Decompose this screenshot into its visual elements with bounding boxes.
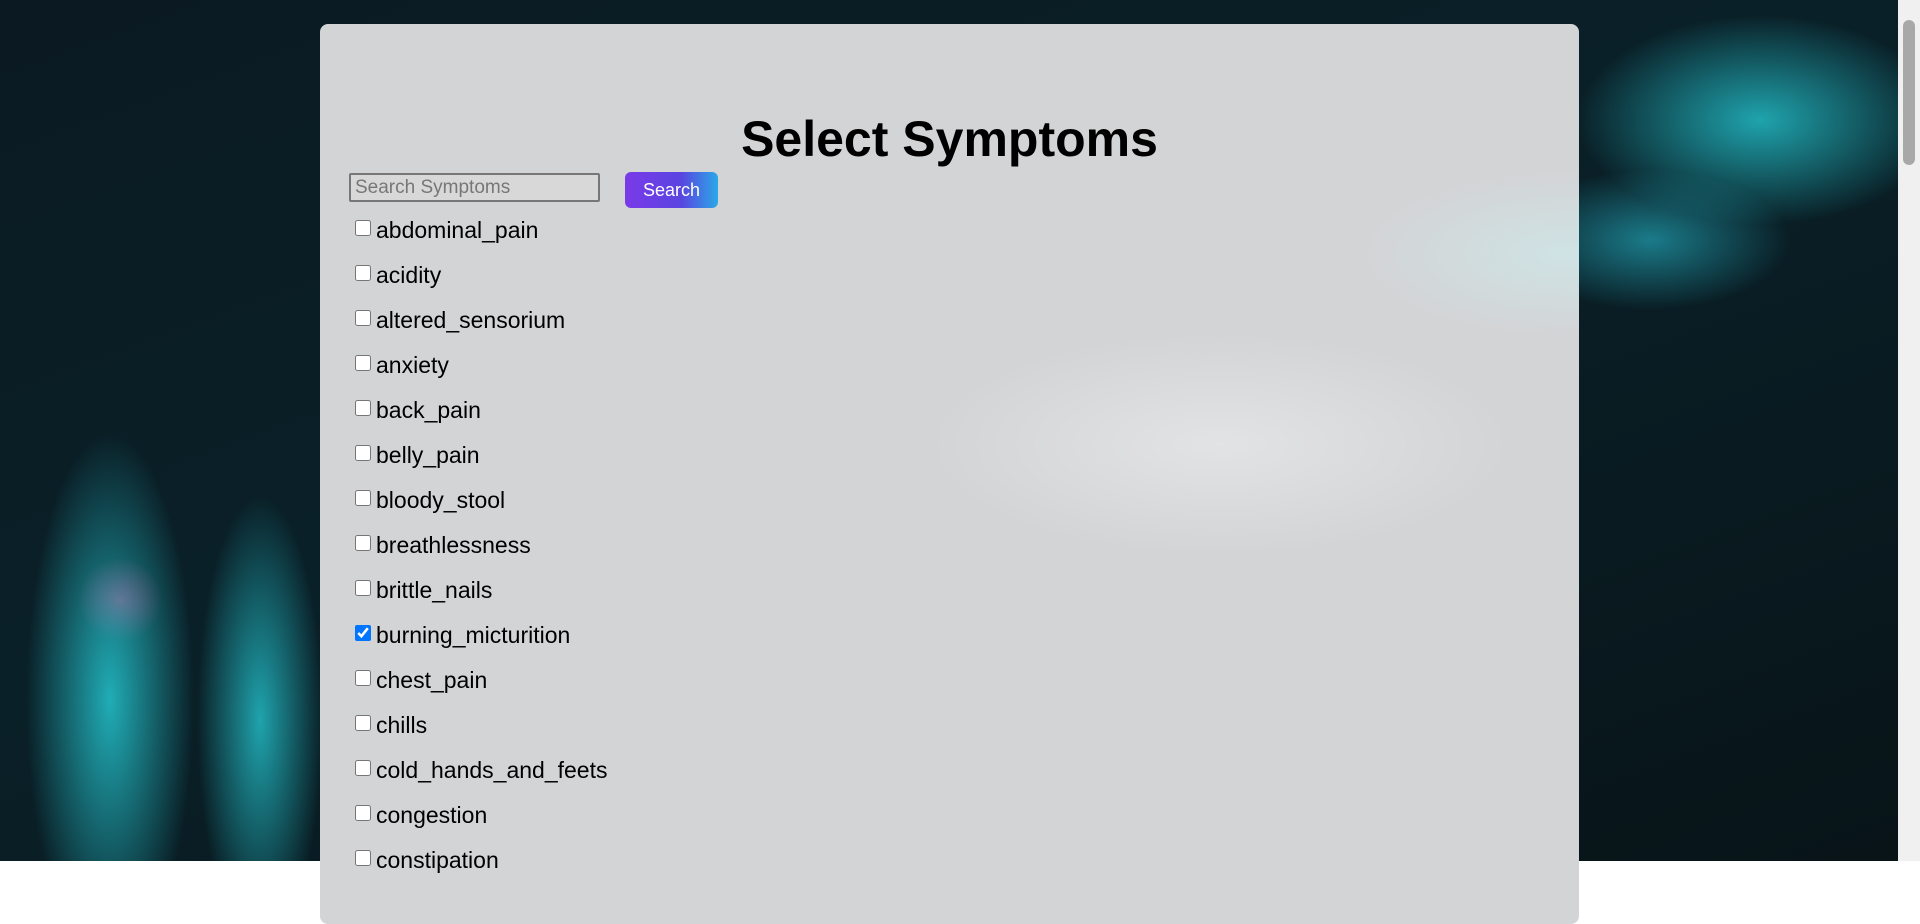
search-button[interactable]: Search — [625, 172, 718, 208]
search-input[interactable] — [349, 173, 600, 202]
symptom-option[interactable]: abdominal_pain — [355, 208, 607, 253]
symptom-checkbox[interactable] — [355, 354, 371, 371]
symptom-checkbox[interactable] — [355, 804, 371, 821]
symptom-label: cold_hands_and_feets — [376, 757, 608, 783]
symptom-label: back_pain — [376, 397, 481, 423]
symptom-label: anxiety — [376, 352, 449, 378]
symptom-label: burning_micturition — [376, 622, 571, 648]
symptom-option[interactable]: back_pain — [355, 388, 607, 433]
symptom-checkbox[interactable] — [355, 489, 371, 506]
symptom-label: acidity — [376, 262, 442, 288]
symptom-label: brittle_nails — [376, 577, 493, 603]
symptom-checkbox[interactable] — [355, 849, 371, 866]
symptom-option[interactable]: chest_pain — [355, 658, 607, 703]
symptom-checkbox[interactable] — [355, 399, 371, 416]
symptom-label: altered_sensorium — [376, 307, 566, 333]
symptom-option[interactable]: congestion — [355, 793, 607, 838]
symptom-option[interactable]: altered_sensorium — [355, 298, 607, 343]
symptom-label: abdominal_pain — [376, 217, 539, 243]
symptom-checkbox[interactable] — [355, 759, 371, 776]
scrollbar[interactable] — [1898, 0, 1920, 861]
symptom-label: chest_pain — [376, 667, 488, 693]
page-title: Select Symptoms — [741, 111, 1158, 167]
symptom-checkbox[interactable] — [355, 219, 371, 236]
symptom-label: congestion — [376, 802, 488, 828]
symptom-label: belly_pain — [376, 442, 480, 468]
symptom-checkbox[interactable] — [355, 264, 371, 281]
symptom-label: bloody_stool — [376, 487, 506, 513]
symptom-checkbox[interactable] — [355, 309, 371, 326]
symptom-option[interactable]: belly_pain — [355, 433, 607, 478]
symptom-checkbox[interactable] — [355, 669, 371, 686]
symptom-option[interactable]: anxiety — [355, 343, 607, 388]
symptom-option[interactable]: brittle_nails — [355, 568, 607, 613]
symptom-label: breathlessness — [376, 532, 531, 558]
symptom-label: chills — [376, 712, 428, 738]
symptom-checkbox[interactable] — [355, 444, 371, 461]
scroll-thumb[interactable] — [1903, 20, 1915, 165]
symptom-checkbox[interactable] — [355, 714, 371, 731]
symptom-checkbox[interactable] — [355, 624, 371, 641]
symptom-checkbox[interactable] — [355, 534, 371, 551]
symptom-checkbox[interactable] — [355, 579, 371, 596]
symptom-option[interactable]: acidity — [355, 253, 607, 298]
symptom-option[interactable]: burning_micturition — [355, 613, 607, 658]
symptom-option[interactable]: breathlessness — [355, 523, 607, 568]
symptom-option[interactable]: cold_hands_and_feets — [355, 748, 607, 793]
symptom-option[interactable]: bloody_stool — [355, 478, 607, 523]
symptom-option[interactable]: chills — [355, 703, 607, 748]
